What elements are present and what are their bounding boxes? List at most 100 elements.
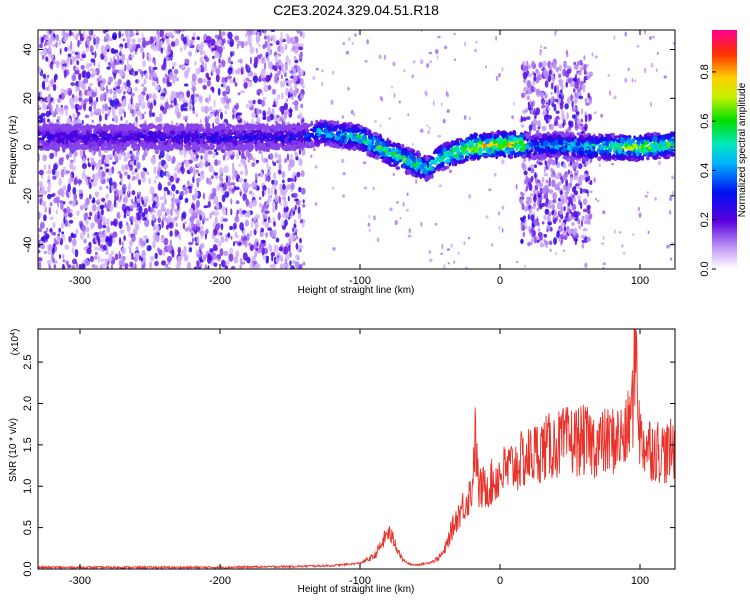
spectrogram-cell xyxy=(200,230,204,239)
spectrogram-cell xyxy=(156,202,160,207)
spectrogram-cell xyxy=(555,98,559,103)
spectrogram-cell xyxy=(638,213,642,218)
spectrogram-cell xyxy=(574,92,577,98)
spectrogram-cell xyxy=(534,236,537,244)
spectrogram-cell xyxy=(180,166,183,172)
spectrogram-cell xyxy=(297,66,301,74)
spectrogram-cell xyxy=(148,205,151,212)
spectrogram-cell xyxy=(38,169,44,176)
spectrogram-cell xyxy=(586,75,591,80)
spectrogram-cell xyxy=(584,97,588,104)
spectrogram-cell xyxy=(180,30,186,33)
spectrogram-cell xyxy=(59,48,62,55)
spectrogram-cell xyxy=(530,214,535,222)
spectrogram-cell xyxy=(175,222,178,227)
spectrogram-cell xyxy=(108,106,112,110)
spectrogram-cell xyxy=(253,229,257,236)
spectrogram-cell xyxy=(368,229,371,232)
spectrogram-cell xyxy=(46,259,52,264)
spectrogram-cell xyxy=(235,69,239,75)
spectrogram-cell xyxy=(183,185,187,192)
spectrogram-cell xyxy=(438,184,442,188)
spectrogram-cell xyxy=(47,249,52,256)
spectrogram-cell xyxy=(300,170,305,178)
spectrogram-cell xyxy=(544,240,549,246)
spectrogram-cell xyxy=(184,197,189,203)
spectrogram-cell xyxy=(58,177,63,186)
spectrogram-cell xyxy=(163,237,169,246)
spectrogram-cell xyxy=(633,79,637,83)
spectrogram-cell xyxy=(302,203,306,208)
spectrogram-cell xyxy=(267,43,271,51)
figure-title: C2E3.2024.329.04.51.R18 xyxy=(273,2,439,18)
spectrogram-cell xyxy=(71,247,75,254)
spectrogram-cell xyxy=(117,80,121,87)
spectrogram-cell xyxy=(193,81,197,86)
spectrogram-cell xyxy=(621,244,624,248)
spectrogram-cell xyxy=(101,154,104,163)
spectrogram-cell xyxy=(293,192,298,198)
spectrogram-cell xyxy=(583,64,587,71)
spectrogram-cell xyxy=(169,104,174,108)
spectrogram-cell xyxy=(202,84,207,90)
spectrogram-cell xyxy=(239,58,243,64)
spectrogram-cell xyxy=(315,67,319,71)
spectrogram-cell xyxy=(263,84,269,93)
spectrogram-cell xyxy=(81,224,86,232)
spectrogram-cell xyxy=(586,236,591,242)
spectrogram-cell xyxy=(208,164,214,173)
spectrogram-cell xyxy=(530,85,535,93)
spectrogram-cell xyxy=(268,166,272,170)
spectrogram-cell xyxy=(313,147,316,152)
spectrogram-cell xyxy=(498,226,501,230)
spectrogram-cell xyxy=(175,190,179,194)
spectrogram-cell xyxy=(530,168,535,174)
spectrogram-cell xyxy=(154,196,158,202)
spectrogram-cell xyxy=(577,218,581,225)
spectrogram-cell xyxy=(398,100,401,104)
spectrogram-cell xyxy=(106,265,109,269)
spectrogram-cell xyxy=(555,115,560,120)
spectrogram-cell xyxy=(134,252,140,258)
spectrogram-cell xyxy=(161,64,166,71)
spectrogram-cell xyxy=(602,235,605,241)
spectrogram-cell xyxy=(141,252,144,259)
spectrogram-cell xyxy=(196,236,200,245)
spectrogram-cell xyxy=(154,260,159,267)
spectrogram-cell xyxy=(263,62,267,70)
spectrogram-cell xyxy=(256,37,260,42)
spectrogram-cell xyxy=(63,69,67,79)
spectrogram-cell xyxy=(65,170,71,174)
spectrogram-cell xyxy=(236,152,239,161)
spectrogram-cell xyxy=(290,265,295,269)
spectrogram-cell xyxy=(274,54,278,62)
spectrogram-cell xyxy=(62,185,67,192)
spectrogram-cell xyxy=(42,154,47,162)
spectrogram-cell xyxy=(166,255,173,262)
spectrogram-cell xyxy=(407,234,412,238)
spectrogram-cell xyxy=(219,248,224,257)
spectrogram-cell xyxy=(53,237,57,245)
spectrogram-cell xyxy=(153,166,157,175)
spectrogram-cell xyxy=(195,99,198,103)
spectrogram-cell xyxy=(93,232,100,236)
spectrogram-cell xyxy=(627,67,630,72)
spectrogram-cell xyxy=(204,264,208,269)
spectrogram-cell xyxy=(574,123,579,131)
spectrogram-cell xyxy=(222,154,226,161)
spectrogram-cell xyxy=(523,86,529,91)
spectrogram-cell xyxy=(225,260,230,265)
spectrogram-cell xyxy=(81,53,86,59)
spectrogram-cell xyxy=(216,222,221,229)
spectrogram-cell xyxy=(87,161,90,167)
spectrogram-cell xyxy=(566,97,571,105)
spectrogram-cell xyxy=(526,80,531,88)
spectrogram-cell xyxy=(137,69,143,73)
spectrogram-cell xyxy=(259,170,264,178)
spectrogram-cell xyxy=(86,247,92,255)
spectrogram-cell xyxy=(173,97,177,106)
spectrogram-cell xyxy=(299,237,302,244)
spectrogram-cell xyxy=(91,119,94,124)
spectrogram-cell xyxy=(363,186,368,190)
spectrogram-cell xyxy=(541,125,547,131)
